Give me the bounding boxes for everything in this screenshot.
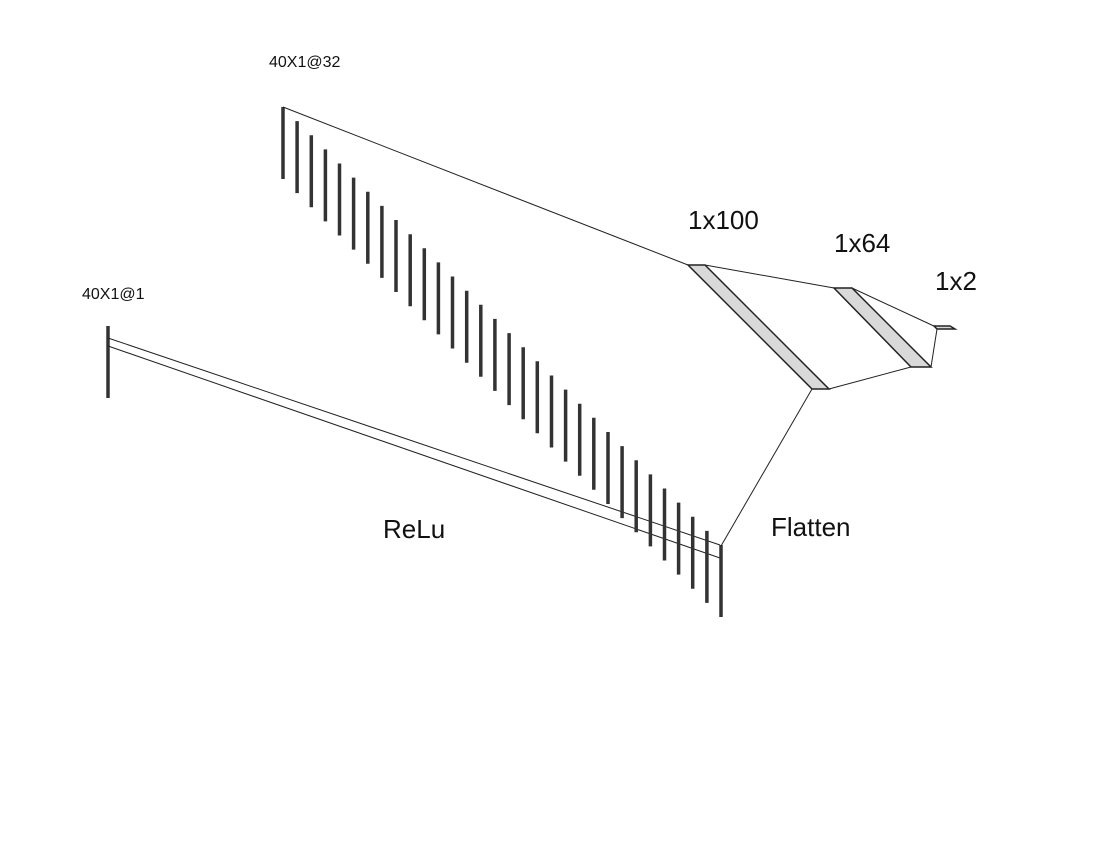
output-layer-2 — [932, 325, 958, 330]
input-shape-label: 40X1@1 — [82, 286, 145, 303]
conv-to-dense1-line — [282, 106, 689, 266]
dense1-label: 1x100 — [688, 205, 759, 235]
dense-layer-64 — [832, 287, 933, 368]
dense1-dense2-line-bottom — [828, 366, 912, 390]
conv-layer-stack — [281, 107, 723, 617]
flatten-line — [720, 388, 813, 547]
activation-label: ReLu — [383, 514, 445, 544]
input-conv-line-bottom — [107, 345, 721, 559]
dense2-output-line-bottom — [930, 328, 938, 368]
input-conv-line-top — [107, 337, 721, 546]
dense1-dense2-line-top — [704, 264, 835, 289]
dense2-label: 1x64 — [834, 228, 890, 258]
output-label: 1x2 — [935, 266, 977, 296]
input-to-conv-connections — [107, 337, 721, 559]
dense2-output-line-top — [851, 287, 937, 328]
flatten-label: Flatten — [771, 512, 851, 542]
conv-shape-label: 40X1@32 — [269, 54, 341, 71]
